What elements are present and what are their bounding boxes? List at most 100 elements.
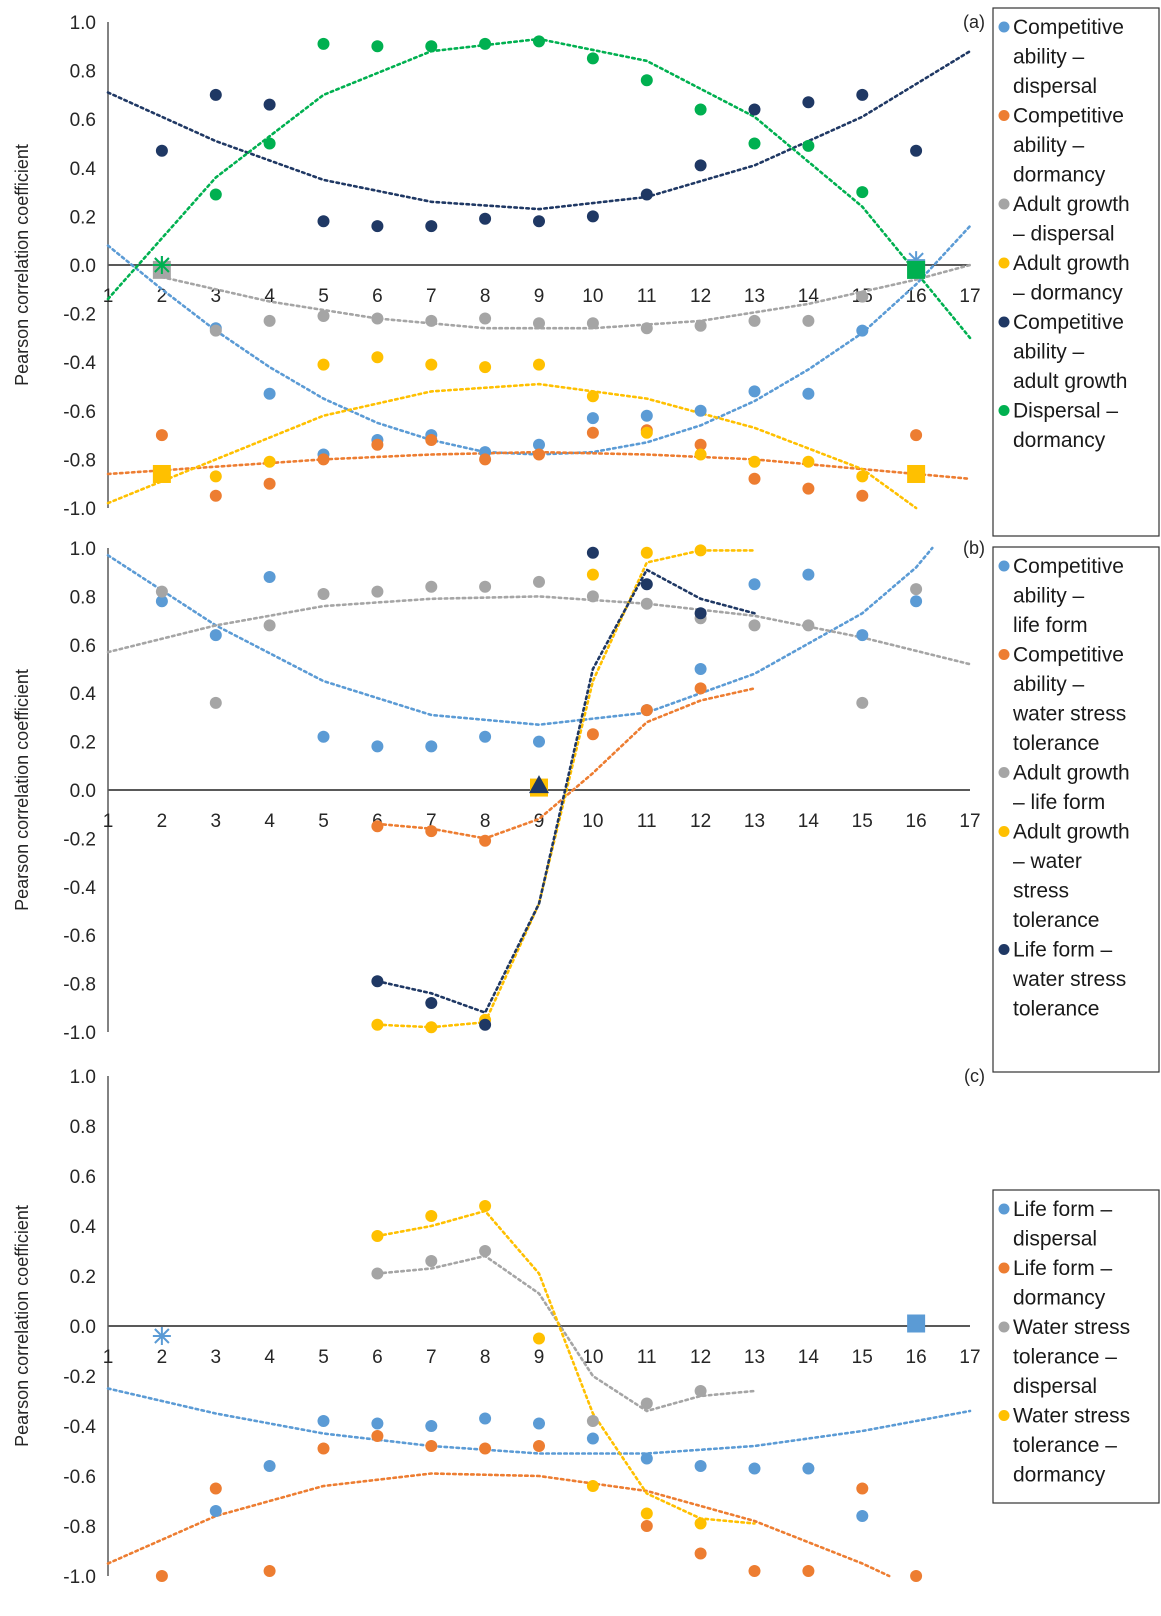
data-point [263,619,276,632]
legend-swatch [998,110,1010,121]
data-point [586,390,599,403]
data-point [586,546,599,559]
trendline [376,568,756,1015]
panel-label: (b) [963,538,985,558]
legend-item: Adult growth – life form [998,762,1130,814]
data-point [155,595,168,608]
y-tick-label: -0.2 [63,305,96,326]
data-point [802,387,815,400]
data-point [640,1452,653,1465]
data-point [263,455,276,468]
data-point [802,139,815,152]
y-tick-label: 0.4 [70,1217,97,1238]
x-tick-label: 7 [426,286,437,307]
data-point [748,1565,761,1577]
data-point [586,317,599,330]
data-point [479,1200,492,1212]
legend-item: Competitive ability – water stress toleranc… [998,644,1126,755]
x-tick-label: 2 [157,286,168,307]
legend-label: Competitive ability – life form [1013,555,1124,637]
x-tick-label: 12 [690,286,711,307]
data-point [533,575,545,588]
legend-item: Life form – water stress tolerance [998,939,1126,1021]
y-axis-title: Pearson correlation coefficient [12,1205,32,1447]
legend-swatch [998,198,1010,210]
trendline [106,382,918,510]
x-tick-label: 9 [534,286,545,307]
data-point [371,1430,384,1442]
legend-label: Competitive ability – dormancy [1013,105,1124,187]
data-point [533,35,545,48]
data-point [371,1267,384,1280]
y-tick-label: -1.0 [63,1567,96,1588]
trendline [106,224,972,456]
data-point [910,144,923,157]
x-tick-label: 6 [372,286,383,307]
x-tick-label: 1 [103,811,114,832]
data-point [425,1440,438,1452]
y-tick-label: -0.8 [63,1517,96,1538]
x-tick-label: 8 [480,286,491,307]
data-point [856,1482,869,1495]
data-point [694,448,707,461]
x-tick-label: 9 [534,811,545,832]
data-point [425,1420,438,1432]
data-point [479,212,492,225]
data-point [479,1412,492,1425]
data-point [425,580,438,593]
x-tick-label: 2 [157,811,168,832]
data-point [263,1565,276,1577]
data-point [371,438,384,451]
trendline [160,263,972,330]
legend-label: Competitive ability – dispersal [1013,16,1124,98]
data-point [533,317,545,330]
x-tick-label: 5 [318,811,329,832]
y-tick-label: -0.2 [63,829,96,850]
data-point [533,1440,545,1452]
data-point [748,455,761,468]
y-tick-label: -1.0 [63,1023,96,1044]
data-point [694,404,707,417]
legend-item: Adult growth – dispersal [998,193,1130,246]
x-tick-label: 17 [959,1347,980,1368]
data-point [586,590,599,603]
data-point [910,583,923,596]
data-point [209,188,222,201]
data-point [856,186,869,199]
x-tick-label: 3 [210,286,221,307]
data-point [317,453,330,466]
data-point [640,1520,653,1532]
y-tick-label: 0.2 [70,733,96,754]
data-point [640,578,653,591]
y-tick-label: -0.6 [63,402,96,423]
x-tick-label: 2 [157,1347,168,1368]
data-point [371,1230,384,1242]
data-point [856,629,869,642]
data-point [640,546,653,559]
y-tick-label: 0.4 [70,684,97,705]
data-point [640,1397,653,1410]
y-tick-label: -0.2 [63,1367,96,1388]
legend-swatch [998,1410,1010,1421]
data-point [317,1415,330,1427]
data-point [856,470,869,483]
legend-box [992,7,1160,537]
data-point [802,96,815,109]
data-point [425,1210,438,1222]
data-point [317,37,330,50]
legend-item: Water stress tolerance – dispersal [998,1316,1130,1398]
x-tick-label: 14 [798,286,820,307]
data-point [640,704,653,717]
y-axis-title: Pearson correlation coefficient [12,669,32,911]
x-tick-label: 15 [852,811,873,832]
legend-label: Life form – dormancy [1013,1257,1113,1310]
legend-swatch [998,944,1010,955]
data-point [694,1385,707,1397]
x-tick-label: 11 [637,286,657,307]
data-point [856,290,869,303]
data-point [586,1415,599,1427]
data-point [640,322,653,335]
panel-label: (c) [964,1066,985,1086]
square-marker [907,260,926,279]
data-point [586,426,599,439]
